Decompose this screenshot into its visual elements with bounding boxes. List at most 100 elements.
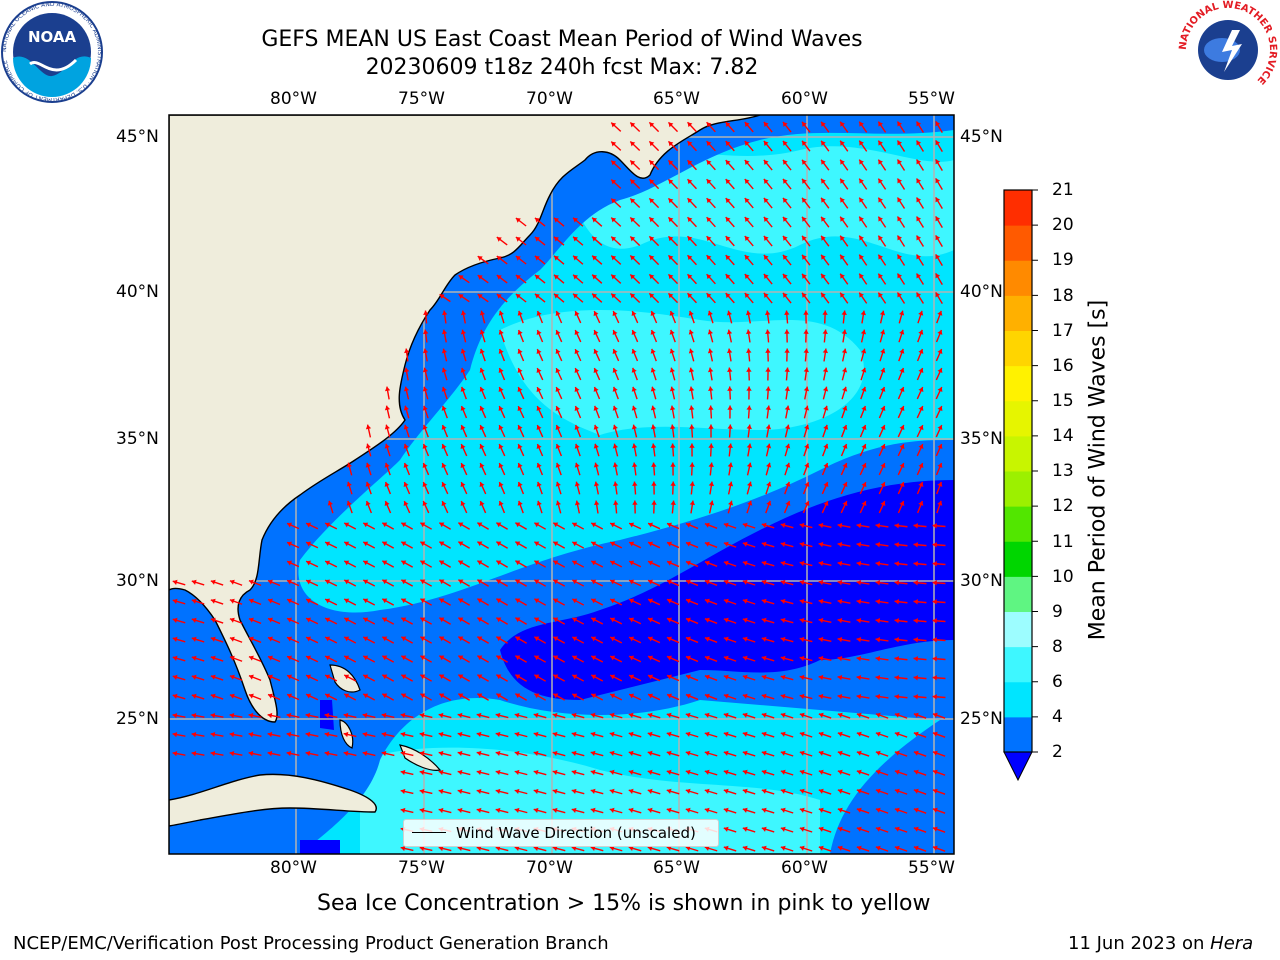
wave-direction-arrow: [458, 541, 470, 549]
wave-direction-arrow: [498, 348, 506, 362]
wave-direction-arrow: [555, 462, 562, 476]
wave-direction-arrow: [784, 443, 791, 457]
wave-direction-arrow: [267, 655, 281, 663]
wave-direction-arrow: [365, 481, 372, 495]
wave-direction-arrow: [897, 424, 905, 438]
wave-direction-arrow: [856, 693, 870, 700]
lon-label-bottom-65w: 65°W: [653, 858, 700, 878]
wave-direction-arrow: [647, 541, 661, 549]
wave-direction-arrow: [477, 655, 489, 663]
wave-direction-arrow: [799, 541, 813, 548]
wave-direction-arrow: [689, 462, 695, 476]
wave-direction-arrow: [856, 845, 870, 852]
wave-direction-arrow: [419, 674, 433, 682]
wave-direction-arrow: [784, 367, 790, 381]
wave-direction-arrow: [343, 750, 357, 757]
wave-direction-arrow: [761, 598, 775, 605]
wave-direction-arrow: [666, 655, 680, 663]
wave-direction-arrow: [723, 522, 737, 529]
wave-direction-arrow: [648, 140, 660, 152]
wave-direction-arrow: [572, 217, 584, 227]
colorbar-tick-10: 10: [1052, 567, 1074, 587]
wave-direction-arrow: [913, 675, 927, 681]
wave-direction-arrow: [172, 636, 186, 643]
wave-direction-arrow: [460, 310, 467, 324]
wave-direction-arrow: [400, 560, 414, 568]
wave-direction-arrow: [860, 367, 867, 381]
wave-direction-arrow: [552, 750, 566, 757]
wave-direction-arrow: [632, 500, 638, 514]
wave-direction-arrow: [666, 712, 680, 719]
wave-direction-arrow: [877, 159, 887, 171]
wave-direction-arrow: [647, 655, 661, 663]
wave-direction-arrow: [780, 712, 794, 719]
wave-direction-arrow: [536, 462, 544, 476]
wave-direction-arrow: [476, 750, 490, 757]
wave-direction-arrow: [441, 443, 449, 457]
colorbar-tick-9: 9: [1052, 602, 1063, 622]
wave-direction-arrow: [381, 655, 395, 663]
wave-direction-arrow: [362, 579, 376, 587]
wave-direction-arrow: [343, 541, 357, 549]
noaa-logo: NATIONAL OCEANIC AND ATMOSPHERIC ADMINIS…: [0, 0, 104, 104]
wave-direction-arrow: [590, 636, 604, 644]
wave-direction-arrow: [515, 217, 527, 227]
wave-direction-arrow: [897, 462, 905, 476]
wave-direction-arrow: [784, 462, 791, 476]
wave-direction-arrow: [384, 424, 391, 438]
wave-direction-arrow: [803, 405, 810, 419]
wave-direction-arrow: [763, 197, 773, 209]
wave-direction-arrow: [609, 788, 623, 795]
wave-direction-arrow: [612, 386, 619, 400]
wave-direction-arrow: [400, 731, 414, 738]
wave-direction-arrow: [687, 273, 697, 285]
wave-direction-arrow: [818, 636, 832, 643]
colorbar-tick-16: 16: [1052, 356, 1074, 376]
wave-direction-arrow: [362, 598, 376, 606]
wave-direction-arrow: [708, 481, 715, 495]
wave-direction-arrow: [479, 310, 486, 324]
wave-direction-arrow: [594, 500, 600, 514]
wave-direction-arrow: [552, 712, 566, 719]
wave-direction-arrow: [799, 674, 813, 681]
wave-direction-arrow: [744, 159, 754, 171]
wave-direction-arrow: [706, 216, 716, 228]
wave-direction-arrow: [612, 310, 620, 324]
wave-direction-arrow: [821, 481, 829, 495]
wave-direction-arrow: [498, 462, 506, 476]
wave-direction-arrow: [191, 712, 205, 719]
wave-direction-arrow: [856, 598, 870, 605]
wave-direction-arrow: [894, 618, 908, 624]
wave-direction-arrow: [894, 731, 908, 738]
wave-direction-arrow: [172, 731, 186, 738]
wave-direction-arrow: [913, 618, 927, 624]
wave-direction-arrow: [666, 598, 680, 606]
wave-direction-arrow: [896, 197, 906, 209]
wave-direction-arrow: [648, 254, 660, 266]
wave-direction-arrow: [442, 310, 448, 324]
wave-direction-arrow: [574, 367, 582, 381]
wave-direction-arrow: [498, 500, 506, 514]
wave-direction-arrow: [763, 273, 773, 285]
wave-direction-arrow: [441, 405, 448, 419]
wave-direction-arrow: [780, 655, 794, 662]
wave-direction-arrow: [932, 694, 946, 700]
wave-direction-arrow: [439, 693, 451, 701]
wave-direction-arrow: [780, 807, 794, 814]
wave-direction-arrow: [858, 235, 868, 247]
wave-direction-arrow: [746, 443, 753, 457]
wave-direction-arrow: [286, 636, 300, 644]
wave-direction-arrow: [935, 216, 943, 228]
wave-direction-arrow: [763, 254, 773, 266]
wave-direction-arrow: [742, 750, 756, 757]
wave-direction-arrow: [916, 367, 924, 381]
wave-direction-arrow: [935, 329, 943, 343]
wave-direction-arrow: [802, 500, 810, 514]
lon-label-bottom-80w: 80°W: [270, 858, 317, 878]
wave-direction-arrow: [590, 693, 604, 701]
wave-direction-arrow: [666, 674, 680, 682]
colorbar: [1003, 189, 1038, 782]
wave-direction-arrow: [707, 329, 714, 343]
wave-direction-arrow: [515, 541, 527, 549]
wave-direction-arrow: [894, 769, 908, 776]
